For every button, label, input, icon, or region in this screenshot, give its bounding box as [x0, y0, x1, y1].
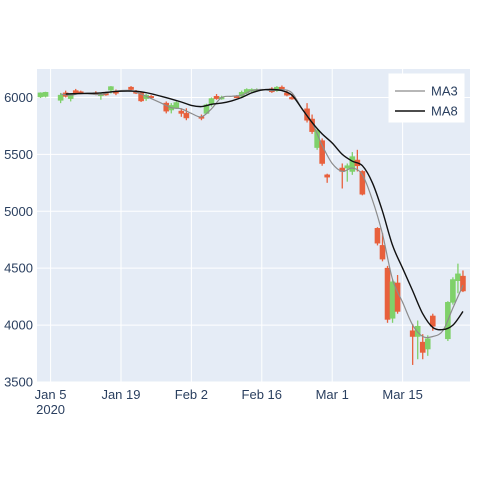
candle-body	[213, 96, 220, 99]
candle-decreasing[interactable]	[178, 108, 185, 117]
candle-decreasing[interactable]	[379, 232, 386, 262]
candle-body	[173, 102, 180, 108]
candle-body	[72, 90, 79, 94]
candle-body	[128, 86, 134, 90]
candle-body	[344, 165, 351, 169]
candle-body	[108, 86, 114, 91]
candle-body	[419, 341, 426, 353]
candle-body	[384, 267, 391, 320]
y-tick-label: 5500	[4, 147, 33, 162]
y-tick-label: 3500	[4, 375, 33, 390]
candle-decreasing[interactable]	[128, 86, 134, 91]
candle-body	[279, 86, 285, 90]
candle-body	[450, 279, 456, 303]
candle-increasing[interactable]	[37, 92, 44, 99]
legend-item-ma3[interactable]: MA3	[395, 84, 458, 99]
y-axis: 3500 4000 4500 5000 5500 6000	[4, 90, 33, 390]
moving-average-lines	[60, 88, 464, 339]
candle-body	[379, 245, 386, 260]
candle-body	[455, 273, 461, 282]
grid	[37, 69, 470, 383]
legend-box	[388, 73, 465, 123]
candle-increasing[interactable]	[450, 277, 456, 305]
y-tick-label: 5000	[4, 204, 33, 219]
x-tick-label: Mar 15	[382, 387, 422, 402]
candle-increasing[interactable]	[42, 91, 49, 98]
candle-decreasing[interactable]	[384, 265, 391, 323]
x-tick-label: Feb 2	[175, 387, 208, 402]
candle-body	[319, 140, 325, 164]
candle-decreasing[interactable]	[324, 173, 330, 183]
candle-decreasing[interactable]	[374, 227, 381, 246]
x-tick-label: Feb 16	[242, 387, 282, 402]
candle-body	[349, 156, 356, 172]
legend-label: MA3	[431, 84, 458, 99]
y-tick-label: 4500	[4, 261, 33, 276]
candle-body	[429, 315, 436, 327]
candle-body	[183, 113, 190, 119]
candle-body	[324, 174, 330, 178]
candle-body	[409, 330, 416, 337]
y-tick-label: 6000	[4, 90, 33, 105]
candle-body	[424, 338, 431, 350]
candle-body	[389, 281, 396, 319]
candle-body	[37, 92, 44, 98]
y-tick-label: 4000	[4, 318, 33, 333]
series-line-ma8	[65, 88, 464, 331]
candle-body	[57, 94, 64, 101]
candle-decreasing[interactable]	[319, 138, 325, 166]
candle-body	[178, 110, 185, 114]
candle-increasing[interactable]	[274, 86, 280, 92]
candle-body	[359, 171, 366, 195]
legend-label: MA8	[431, 104, 458, 119]
candle-decreasing[interactable]	[183, 108, 190, 121]
candle-body	[374, 228, 381, 244]
x-tick-label: Jan 5	[35, 387, 67, 402]
candle-body	[42, 92, 49, 97]
candle-increasing[interactable]	[424, 335, 431, 356]
x-tick-label-year: 2020	[36, 402, 65, 417]
candle-decreasing[interactable]	[460, 270, 466, 293]
x-tick-label: Jan 19	[101, 387, 140, 402]
candle-body	[460, 275, 466, 292]
x-tick-label: Mar 1	[316, 387, 349, 402]
legend-item-ma8[interactable]: MA8	[395, 104, 458, 119]
